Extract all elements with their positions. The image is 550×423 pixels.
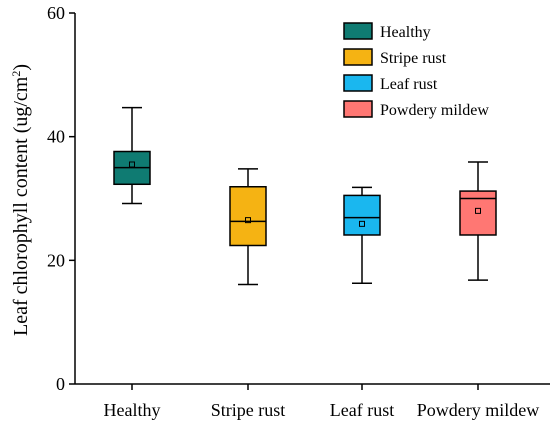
x-category-label: Powdery mildew <box>417 400 539 420</box>
box-stripe-rust <box>229 168 267 286</box>
y-tick-label: 0 <box>56 374 65 394</box>
box-leaf-rust <box>343 186 381 284</box>
y-axis-title-suffix: ) <box>10 64 32 71</box>
box-powdery-mildew <box>459 161 497 281</box>
x-category-label: Healthy <box>104 400 161 420</box>
y-tick-label: 20 <box>47 250 65 270</box>
legend-label: Leaf rust <box>380 76 438 93</box>
legend-item: Powdery mildew <box>343 100 489 119</box>
legend-label: Powdery mildew <box>380 102 489 119</box>
legend-swatch <box>343 22 373 40</box>
mean-marker <box>359 220 365 227</box>
box-healthy <box>113 106 151 205</box>
legend-swatch <box>343 100 373 118</box>
plot-area <box>74 13 550 385</box>
y-tick-label: 60 <box>47 3 65 23</box>
legend-label: Stripe rust <box>380 50 447 67</box>
legend-item: Leaf rust <box>343 74 438 93</box>
legend-swatch <box>343 74 373 92</box>
x-category-label: Stripe rust <box>211 400 286 420</box>
y-axis: 0 20 40 60 <box>47 3 75 394</box>
legend: Healthy Stripe rust Leaf rust Powdery milde… <box>343 22 489 119</box>
legend-item: Stripe rust <box>343 48 447 67</box>
legend-item: Healthy <box>343 22 431 41</box>
iqr-box <box>343 194 381 236</box>
y-axis-title-superscript: 2 <box>9 71 23 77</box>
box-series <box>113 106 497 286</box>
mean-marker <box>129 161 135 168</box>
y-axis-title: Leaf chlorophyll content (ug/cm2) <box>9 64 32 336</box>
x-category-label: Leaf rust <box>330 400 394 420</box>
mean-marker <box>475 207 481 214</box>
y-tick-label: 40 <box>47 127 65 147</box>
legend-swatch <box>343 48 373 66</box>
x-axis: Healthy Stripe rust Leaf rust Powdery milde… <box>104 384 539 420</box>
legend-label: Healthy <box>380 24 431 41</box>
iqr-box <box>229 186 267 247</box>
y-axis-title-main: Leaf chlorophyll content (ug/cm <box>10 76 32 336</box>
mean-marker <box>245 217 251 224</box>
